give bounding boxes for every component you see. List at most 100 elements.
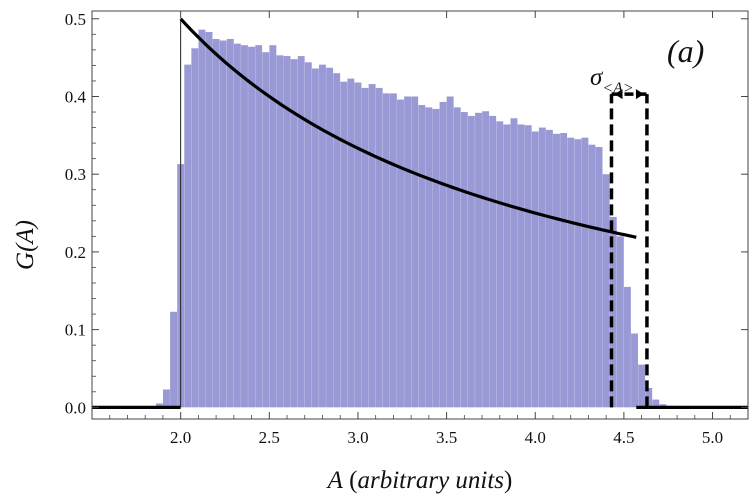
- histogram-bar-10: [226, 38, 234, 408]
- histogram-bar-28: [354, 82, 362, 408]
- histogram-bar-60: [581, 137, 589, 408]
- histogram-bar-1: [163, 389, 170, 408]
- histogram-bars: [155, 29, 674, 408]
- x-axis-symbol: A: [326, 467, 344, 494]
- histogram-bar-48: [496, 121, 504, 408]
- histogram-bar-47: [489, 115, 497, 408]
- histogram-bar-32: [382, 93, 390, 408]
- y-tick-label-4: 0.4: [65, 87, 87, 106]
- histogram-bar-57: [560, 133, 568, 408]
- histogram-bar-63: [602, 174, 610, 408]
- histogram-bar-41: [446, 96, 454, 408]
- histogram-bar-69: [645, 387, 653, 408]
- histogram-bar-22: [311, 68, 319, 408]
- histogram-bar-50: [510, 118, 518, 408]
- histogram-bar-27: [347, 78, 355, 408]
- histogram-bar-2: [170, 311, 178, 408]
- histogram-bar-68: [638, 364, 646, 408]
- histogram-bar-8: [212, 38, 220, 408]
- panel-label: (a): [667, 33, 704, 69]
- sigma-label: σ<A>: [590, 64, 634, 97]
- histogram-bar-55: [545, 129, 553, 408]
- histogram-bar-21: [304, 62, 312, 408]
- histogram-bar-6: [198, 29, 206, 408]
- sigma-arrow-left: [614, 89, 623, 100]
- y-tick-label-5: 0.5: [65, 10, 86, 29]
- histogram-bar-59: [574, 139, 582, 408]
- histogram-bar-35: [404, 96, 412, 408]
- sigma-subscript: <A>: [602, 80, 633, 97]
- tick-labels: 2.0 2.5 3.0 3.5 4.0 4.5 5.0 0.0 0.1 0.2 0.3 0.4 0.5: [65, 10, 723, 447]
- x-tick-label-1: 2.5: [259, 428, 280, 447]
- histogram-bar-11: [233, 43, 241, 408]
- y-tick-label-1: 0.1: [65, 321, 86, 340]
- histogram-bar-23: [319, 64, 326, 408]
- histogram-bar-66: [623, 286, 631, 408]
- histogram-bar-70: [652, 399, 660, 408]
- histogram-bar-43: [460, 112, 468, 408]
- histogram-bar-38: [425, 107, 433, 408]
- histogram-bar-17: [276, 55, 284, 408]
- histogram-bar-14: [255, 45, 263, 408]
- histogram-bar-20: [297, 56, 305, 408]
- histogram-bar-18: [283, 56, 291, 408]
- histogram-bar-31: [375, 87, 383, 408]
- sigma-arrow-right: [635, 89, 644, 100]
- histogram-bar-44: [467, 115, 475, 408]
- histogram-bar-12: [241, 45, 248, 408]
- histogram-bar-15: [262, 52, 270, 408]
- histogram-bar-39: [432, 108, 440, 408]
- histogram-bar-9: [219, 40, 227, 408]
- histogram-bar-53: [531, 131, 539, 408]
- x-axis-units: arbitrary units: [357, 467, 504, 494]
- sigma-symbol: σ: [590, 64, 604, 91]
- histogram-bar-52: [524, 125, 532, 408]
- histogram-bar-5: [191, 48, 199, 408]
- histogram-bar-51: [517, 124, 525, 408]
- histogram-bar-58: [567, 137, 575, 408]
- histogram-bar-29: [361, 87, 369, 408]
- histogram-bar-26: [340, 81, 348, 408]
- histogram-bar-67: [631, 333, 638, 408]
- x-tick-label-2: 3.0: [347, 428, 368, 447]
- histogram-bar-25: [333, 73, 341, 408]
- x-tick-label-6: 5.0: [702, 428, 723, 447]
- histogram-bar-54: [538, 127, 546, 408]
- histogram-bar-0: [155, 403, 163, 408]
- histogram-bar-24: [326, 67, 334, 408]
- histogram-bar-65: [616, 236, 624, 408]
- histogram-bar-42: [453, 107, 461, 408]
- histogram-bar-36: [411, 96, 419, 408]
- histogram-bar-46: [482, 111, 490, 408]
- histogram-bar-4: [184, 64, 192, 408]
- y-tick-label-2: 0.2: [65, 243, 86, 262]
- histogram-bar-61: [588, 144, 596, 408]
- histogram-bar-62: [595, 147, 603, 408]
- histogram-bar-16: [269, 45, 277, 408]
- x-axis-close: ): [504, 467, 512, 494]
- y-tick-label-0: 0.0: [65, 398, 86, 417]
- histogram-bar-13: [248, 46, 256, 408]
- histogram-bar-40: [439, 101, 447, 408]
- x-axis-open: (: [343, 467, 358, 494]
- histogram-bar-64: [609, 216, 617, 408]
- histogram-bar-56: [553, 133, 560, 408]
- x-axis-title: A (arbitrary units): [326, 467, 513, 494]
- fit-lines: [92, 17, 748, 409]
- histogram-bar-33: [389, 93, 397, 408]
- x-tick-label-4: 4.0: [525, 428, 546, 447]
- histogram-bar-7: [205, 31, 213, 408]
- axes: [91, 10, 749, 420]
- histogram-bar-30: [368, 84, 376, 408]
- fit-curve: [179, 17, 637, 239]
- x-tick-label-5: 4.5: [613, 428, 634, 447]
- histogram-bar-49: [503, 124, 511, 408]
- y-axis-title: G(A): [12, 220, 39, 270]
- y-tick-label-3: 0.3: [65, 165, 86, 184]
- x-tick-label-0: 2.0: [170, 428, 191, 447]
- histogram-bar-34: [397, 99, 404, 408]
- histogram-bar-19: [290, 59, 298, 408]
- x-tick-label-3: 3.5: [436, 428, 457, 447]
- histogram-bar-45: [475, 112, 482, 408]
